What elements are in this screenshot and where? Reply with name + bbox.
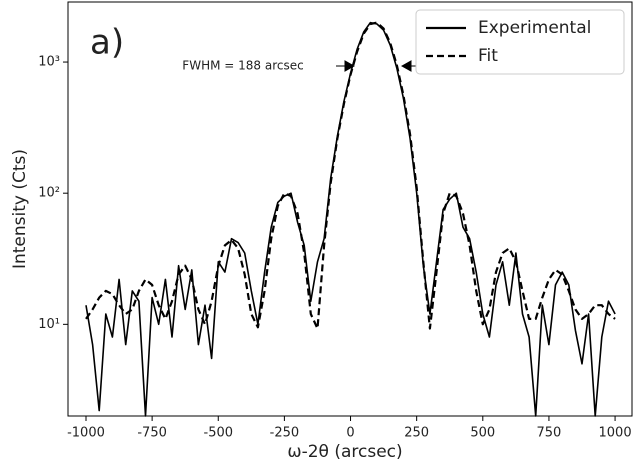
y-tick-label: 10¹ [38, 317, 60, 332]
legend-label: Fit [478, 46, 498, 66]
x-tick-label: -750 [137, 426, 167, 441]
x-tick-label: -500 [204, 426, 234, 441]
x-tick-label: 0 [346, 426, 354, 441]
panel-label: a) [90, 23, 124, 63]
legend-box [415, 9, 625, 75]
series-line [85, 21, 616, 330]
x-tick-label: -1000 [67, 426, 105, 441]
x-tick-label: 250 [404, 426, 429, 441]
y-axis-label: Intensity (Cts) [10, 149, 30, 269]
y-tick-label: 10³ [38, 55, 60, 70]
x-tick-label: -250 [270, 426, 300, 441]
x-axis-label: ω-2θ (arcsec) [287, 442, 402, 462]
y-tick-label: 10² [38, 186, 60, 201]
x-tick-label: 750 [537, 426, 562, 441]
annotation: FWHM = 188 arcsec [182, 59, 303, 73]
x-tick-label: 1000 [599, 426, 632, 441]
series-line [85, 21, 616, 417]
legend-label: Experimental [478, 18, 591, 38]
x-tick-label: 500 [470, 426, 495, 441]
plot-frame [67, 1, 633, 417]
fwhm-arrows [336, 60, 420, 72]
